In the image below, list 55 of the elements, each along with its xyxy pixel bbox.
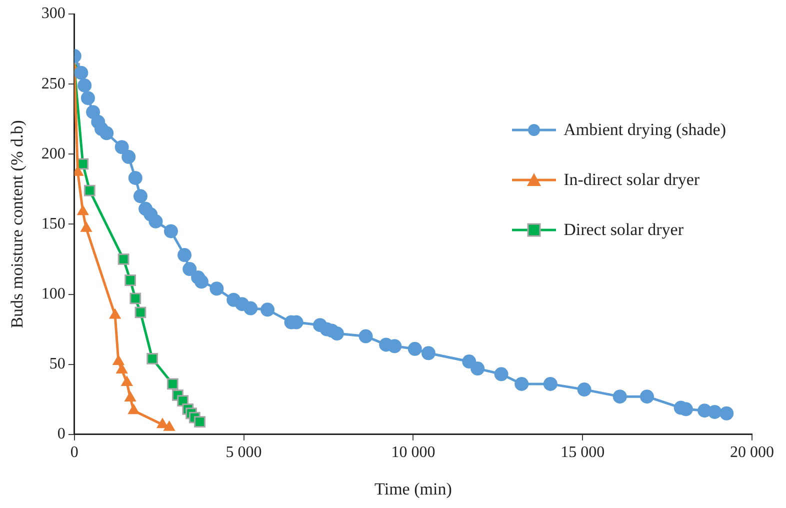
point (194, 274, 208, 289)
point (708, 404, 722, 419)
point (543, 376, 558, 391)
point (178, 248, 192, 262)
point (78, 78, 92, 92)
point (80, 91, 95, 106)
point (421, 346, 436, 360)
point (388, 339, 402, 354)
point (164, 224, 178, 238)
point (577, 382, 592, 397)
x-tick-label: 15 000 (560, 444, 605, 462)
point (194, 416, 206, 428)
point (114, 140, 129, 154)
point (720, 406, 734, 420)
point (260, 302, 275, 317)
point (118, 254, 130, 265)
y-axis-title: Buds moisture content (% d.b) (8, 120, 27, 328)
y-tick-label: 150 (41, 215, 66, 232)
x-axis-title: Time (min) (374, 479, 452, 498)
point (182, 262, 197, 276)
x-tick-label: 5 000 (226, 444, 262, 462)
point (612, 390, 627, 404)
point (133, 189, 148, 204)
y-tick-label: 100 (41, 285, 66, 302)
point (122, 150, 136, 164)
x-tick-label: 0 (70, 444, 78, 462)
point (494, 367, 508, 382)
point (124, 274, 136, 286)
point (470, 362, 485, 376)
point (330, 326, 344, 341)
y-tick-label: 50 (49, 356, 66, 373)
point (358, 329, 373, 344)
point (640, 390, 654, 404)
point (408, 342, 422, 356)
legend-label: In-direct solar dryer (564, 170, 700, 190)
point (134, 306, 146, 318)
point (210, 282, 224, 296)
legend-label: Direct solar dryer (564, 220, 684, 240)
point (146, 353, 158, 364)
point (128, 170, 142, 185)
point (84, 184, 96, 196)
point (74, 66, 88, 80)
point (148, 214, 163, 228)
x-tick-label: 20 000 (730, 444, 774, 462)
point (130, 292, 142, 304)
y-tick-label: 250 (41, 75, 66, 92)
point (514, 376, 529, 391)
point (244, 301, 258, 316)
y-tick-label: 0 (57, 426, 66, 443)
legend-label: Ambient drying (shade) (564, 120, 726, 140)
point (166, 378, 178, 390)
y-tick-label: 300 (41, 5, 66, 22)
point (100, 126, 114, 140)
x-tick-label: 10 000 (391, 444, 436, 462)
y-tick-label: 200 (41, 145, 66, 162)
